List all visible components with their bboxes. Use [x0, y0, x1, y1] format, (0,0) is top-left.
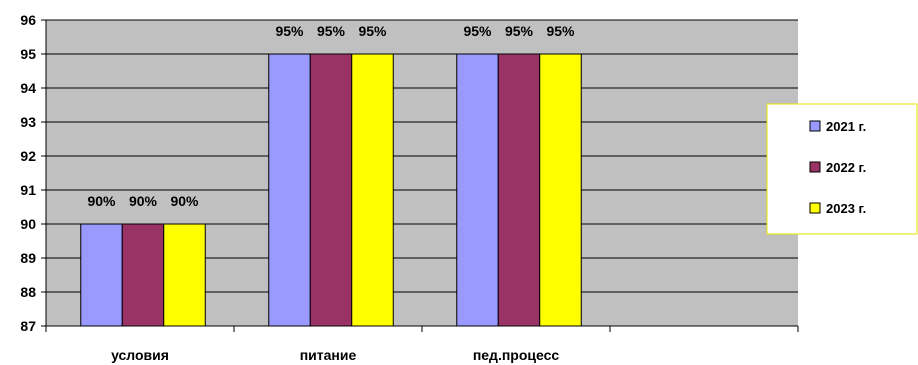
legend: 2021 г. 2022 г. 2023 г.	[766, 103, 918, 235]
bars	[80, 53, 582, 327]
x-category-label: условия	[111, 347, 169, 363]
data-label: 90%	[170, 193, 199, 209]
data-label: 90%	[129, 193, 158, 209]
y-tick-label: 89	[20, 250, 36, 266]
legend-label: 2021 г.	[826, 119, 866, 134]
x-axis-categories: условия питание пед.процесс	[111, 347, 559, 363]
legend-swatch-1	[809, 120, 821, 132]
bar-2-2	[309, 53, 353, 327]
data-label: 95%	[463, 23, 492, 39]
y-tick-label: 94	[20, 80, 36, 96]
y-tick-label: 90	[20, 216, 36, 232]
legend-swatch-3	[809, 202, 821, 214]
y-tick-label: 93	[20, 114, 36, 130]
data-labels: 90% 90% 90% 95% 95% 95% 95% 95% 95%	[87, 23, 575, 209]
bar-3-2	[351, 53, 394, 327]
data-label: 95%	[317, 23, 346, 39]
y-tick-label: 95	[20, 46, 36, 62]
y-axis-ticks: 87 88 89 90 91 92 93 94 95 96	[20, 12, 36, 334]
data-label: 95%	[505, 23, 534, 39]
y-tick-label: 91	[20, 182, 36, 198]
y-tick-label: 88	[20, 284, 36, 300]
data-label: 95%	[358, 23, 387, 39]
legend-label: 2022 г.	[826, 160, 866, 175]
y-tick-label: 87	[20, 318, 36, 334]
x-category-label: пед.процесс	[473, 347, 560, 363]
data-label: 90%	[87, 193, 116, 209]
axes	[41, 19, 799, 332]
legend-swatch-2	[809, 161, 821, 173]
bar-3-1	[163, 223, 206, 327]
bar-2-3	[497, 53, 541, 327]
bar-1-3	[456, 53, 499, 327]
bar-1-1	[80, 223, 123, 327]
bar-1-2	[268, 53, 311, 327]
y-tick-label: 96	[20, 12, 36, 28]
bar-2-1	[121, 223, 165, 327]
y-tick-label: 92	[20, 148, 36, 164]
bar-3-3	[539, 53, 582, 327]
legend-label: 2023 г.	[826, 201, 866, 216]
data-label: 95%	[546, 23, 575, 39]
data-label: 95%	[275, 23, 304, 39]
x-category-label: питание	[300, 347, 357, 363]
legend-box	[766, 103, 918, 235]
